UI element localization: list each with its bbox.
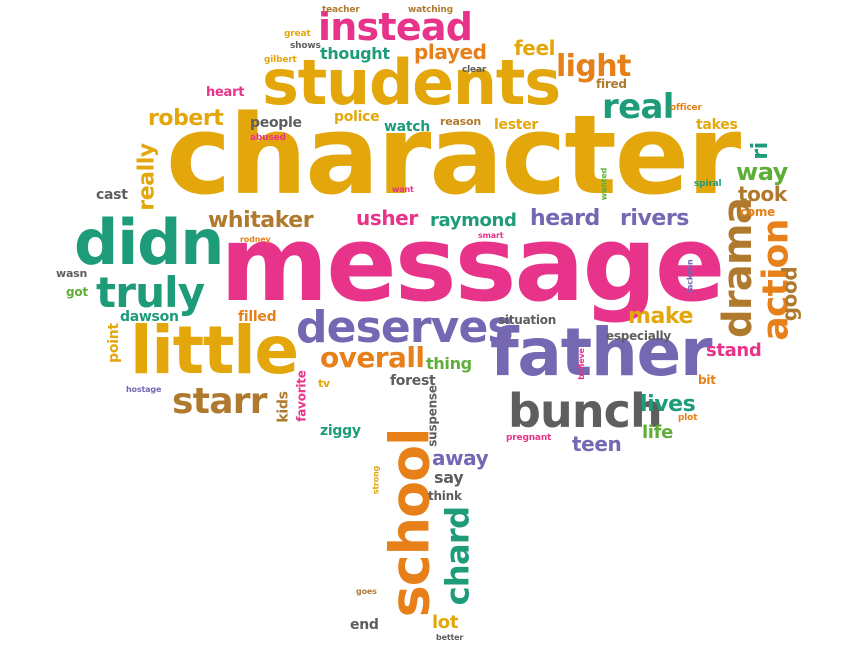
word-ri: ri	[747, 142, 773, 160]
word-say: say	[434, 468, 464, 487]
word-feel: feel	[514, 36, 556, 60]
word-teacher: teacher	[322, 5, 360, 15]
word-shows: shows	[290, 41, 321, 51]
word-character: character	[166, 91, 741, 219]
word-especially: especially	[606, 329, 671, 343]
word-away: away	[432, 446, 489, 470]
word-raymond: raymond	[430, 210, 517, 231]
word-school: school	[378, 428, 442, 618]
word-ziggy: ziggy	[320, 423, 361, 439]
word-wanted: wanted	[599, 167, 609, 201]
word-stand: stand	[706, 340, 762, 361]
word-forest: forest	[390, 373, 436, 389]
word-think: think	[428, 489, 462, 503]
word-took: took	[738, 182, 787, 206]
word-jackson: jackson	[685, 259, 695, 293]
word-bunch: bunch	[508, 384, 663, 438]
word-thing: thing	[426, 354, 472, 373]
word-watch: watch	[384, 119, 430, 135]
word-students: students	[262, 46, 561, 119]
word-wasn: wasn	[56, 267, 88, 280]
word-rodney: rodney	[240, 235, 271, 244]
word-people: people	[250, 115, 302, 131]
word-light: light	[556, 49, 631, 84]
word-bit: bit	[698, 373, 716, 387]
word-little: little	[130, 312, 299, 389]
word-really: really	[134, 143, 160, 211]
word-reason: reason	[440, 115, 481, 128]
word-way: way	[736, 158, 788, 186]
word-plot: plot	[678, 413, 698, 423]
word-want: want	[392, 185, 414, 194]
word-spiral: spiral	[694, 179, 722, 189]
word-watching: watching	[408, 5, 453, 15]
word-believe: believe	[576, 348, 586, 380]
word-dawson: dawson	[120, 309, 179, 325]
word-situation: situation	[498, 313, 557, 327]
word-deserves: deserves	[296, 302, 514, 353]
word-lot: lot	[432, 612, 459, 633]
word-fired: fired	[596, 77, 627, 91]
word-end: end	[350, 617, 379, 633]
word-instead: instead	[318, 5, 473, 49]
word-officer: officer	[670, 103, 702, 113]
word-lester: lester	[494, 117, 539, 133]
word-father: father	[490, 314, 713, 391]
word-favorite: favorite	[294, 370, 309, 422]
word-chard: chard	[438, 506, 477, 606]
word-thought: thought	[320, 44, 390, 63]
word-police: police	[334, 109, 380, 125]
word-usher: usher	[356, 206, 418, 230]
word-rivers: rivers	[620, 206, 689, 231]
word-gilbert: gilbert	[264, 55, 297, 65]
word-played: played	[414, 40, 487, 64]
word-robert: robert	[148, 106, 224, 131]
word-pregnant: pregnant	[506, 433, 552, 443]
word-suspense: suspense	[425, 385, 440, 447]
word-point: point	[105, 323, 122, 363]
word-filled: filled	[238, 309, 277, 325]
word-abused: abused	[250, 133, 286, 143]
word-lives: lives	[640, 392, 696, 417]
word-starr: starr	[172, 381, 268, 422]
word-come: come	[740, 205, 776, 219]
word-truly: truly	[96, 268, 205, 317]
word-make: make	[628, 304, 693, 329]
word-tv: tv	[318, 377, 330, 390]
word-better: better	[436, 633, 464, 642]
word-takes: takes	[696, 117, 738, 133]
word-great: great	[284, 29, 311, 39]
word-heard: heard	[530, 206, 600, 231]
word-hostage: hostage	[126, 385, 162, 394]
word-overall: overall	[320, 341, 425, 374]
word-good: good	[777, 266, 802, 322]
word-smart: smart	[478, 231, 504, 240]
word-goes: goes	[356, 587, 377, 596]
word-heart: heart	[206, 85, 245, 100]
word-didn: didn	[74, 206, 224, 279]
word-got: got	[66, 285, 88, 299]
word-teen: teen	[572, 432, 622, 456]
word-message: message	[220, 203, 725, 325]
word-strong: strong	[371, 465, 381, 495]
word-clear: clear	[462, 65, 487, 75]
word-real: real	[602, 87, 674, 127]
word-whitaker: whitaker	[208, 208, 314, 233]
word-kids: kids	[275, 391, 292, 423]
word-cast: cast	[96, 187, 128, 203]
word-life: life	[642, 422, 673, 443]
